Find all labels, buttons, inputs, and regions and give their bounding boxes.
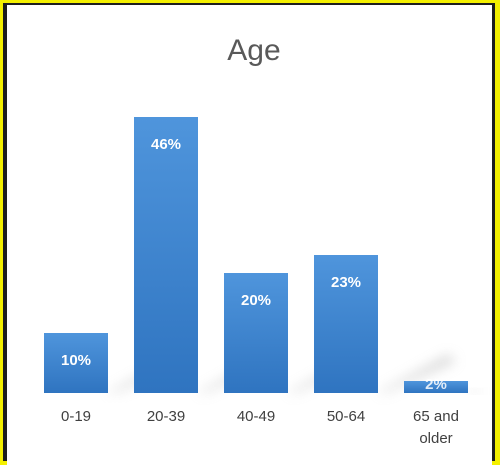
data-label: 23% [331, 274, 361, 291]
data-labels-group: 10% 46% 20% 23% 2% [61, 136, 447, 393]
x-tick-label: 20-39 [147, 408, 185, 425]
x-tick-label: 65 and older [413, 408, 459, 447]
data-label: 46% [151, 136, 181, 153]
x-tick-labels-group: 0-19 20-39 40-49 50-64 65 and older [61, 408, 459, 447]
x-tick-label: 40-49 [237, 408, 275, 425]
bar-shadow [378, 354, 456, 393]
bar-65-and-older [404, 381, 468, 393]
x-tick-label: 0-19 [61, 408, 91, 425]
chart-title: Age [227, 34, 280, 67]
data-label: 20% [241, 292, 271, 309]
data-label: 2% [425, 376, 447, 393]
bar-40-49 [224, 273, 288, 393]
x-tick-label: 50-64 [327, 408, 365, 425]
bar-20-39 [134, 117, 198, 393]
bar-50-64 [314, 255, 378, 393]
data-label: 10% [61, 352, 91, 369]
bar-shadow [468, 389, 483, 393]
bar-0-19 [44, 333, 108, 393]
bars-group [44, 117, 468, 393]
